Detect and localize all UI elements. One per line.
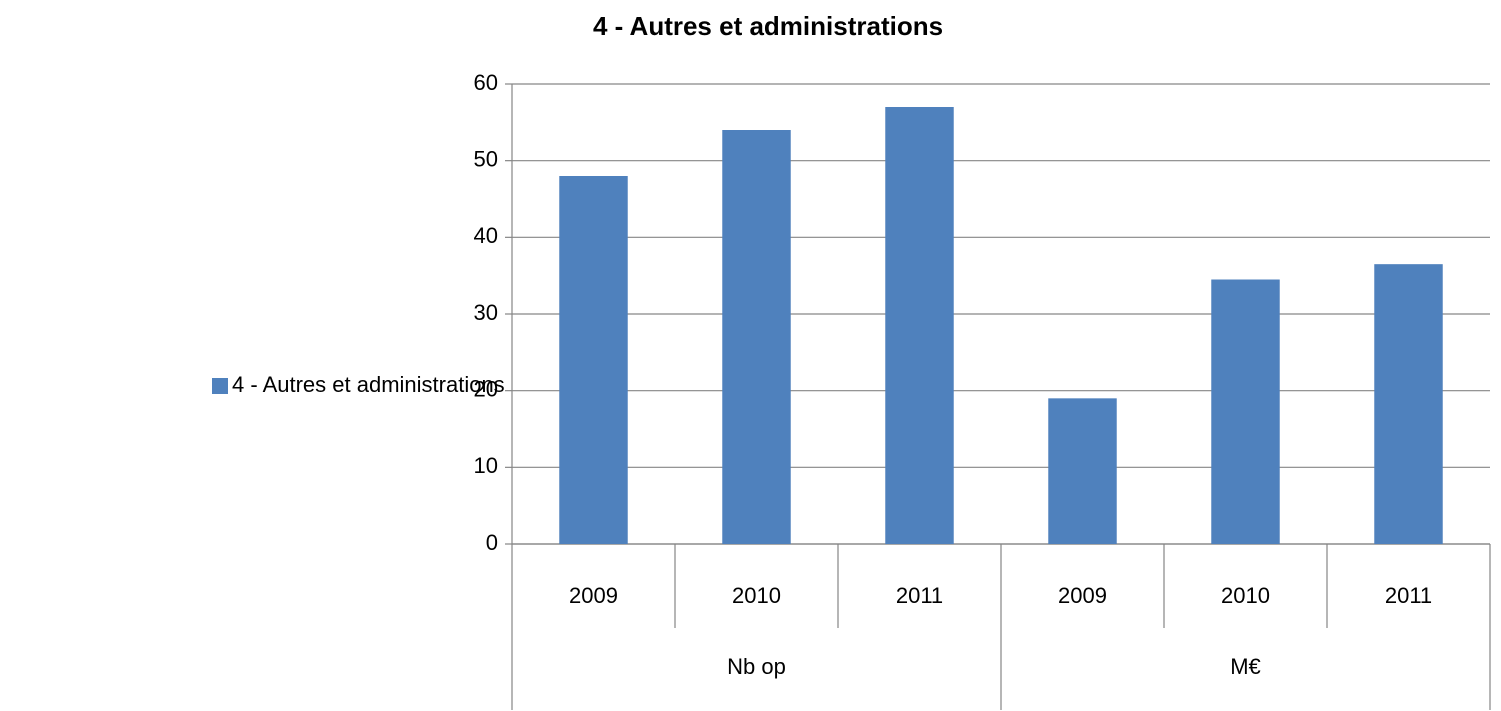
chart-title: 4 - Autres et administrations (593, 11, 943, 41)
group-label: M€ (1230, 654, 1261, 679)
x-tick-label: 2010 (1221, 583, 1270, 608)
y-tick-label: 50 (474, 146, 498, 171)
y-tick-label: 40 (474, 223, 498, 248)
bar (1374, 264, 1443, 544)
x-tick-label: 2011 (1385, 583, 1432, 608)
bar (722, 130, 791, 544)
group-label: Nb op (727, 654, 786, 679)
bar (559, 176, 628, 544)
y-tick-label: 60 (474, 70, 498, 95)
legend-label: 4 - Autres et administrations (232, 372, 505, 397)
y-tick-label: 10 (474, 453, 498, 478)
y-tick-label: 20 (474, 376, 498, 401)
bar (1048, 398, 1117, 544)
x-tick-label: 2010 (732, 583, 781, 608)
x-tick-label: 2011 (896, 583, 943, 608)
bar (1211, 279, 1280, 544)
x-tick-label: 2009 (569, 583, 618, 608)
y-tick-label: 30 (474, 300, 498, 325)
bar (885, 107, 954, 544)
y-tick-label: 0 (486, 530, 498, 555)
x-tick-label: 2009 (1058, 583, 1107, 608)
legend-swatch (212, 378, 228, 394)
